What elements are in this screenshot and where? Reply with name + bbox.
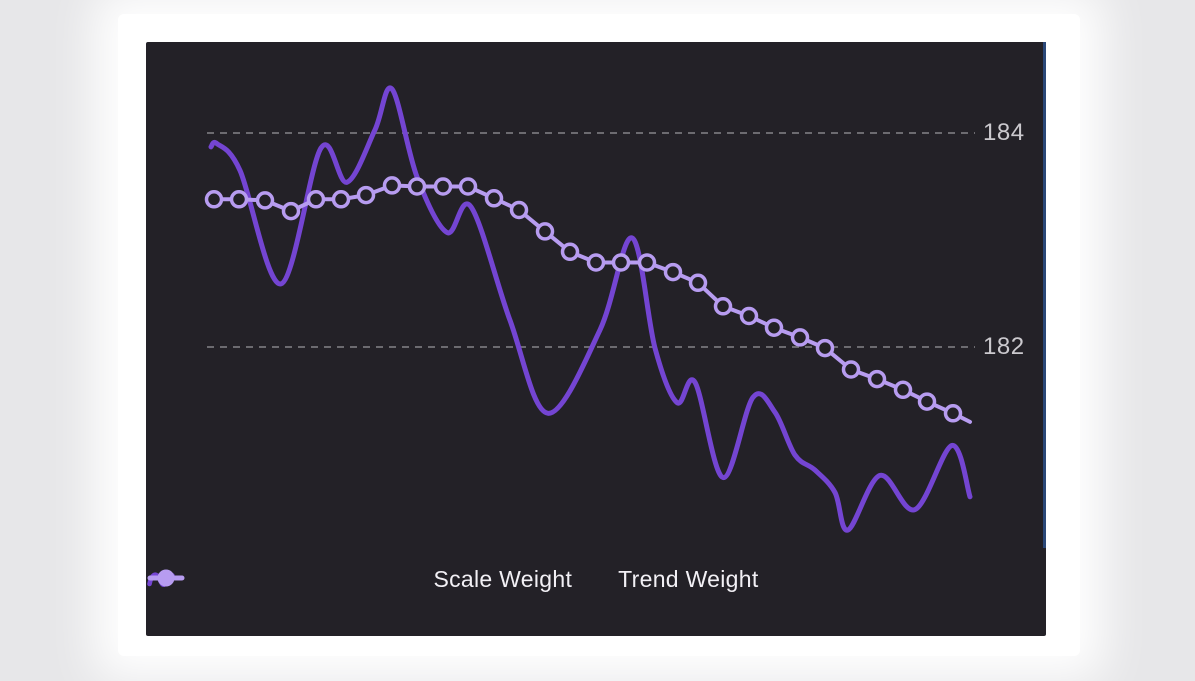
legend-item-trend-weight[interactable]: Trend Weight (147, 566, 759, 593)
trend-weight-line (212, 183, 972, 424)
legend-item-scale-weight[interactable]: Scale Weight (147, 566, 573, 593)
scale-weight-line (208, 85, 973, 533)
y-axis-label-182: 182 (983, 333, 1025, 360)
trend-weight-marker (586, 253, 606, 272)
trend-weight-marker (281, 201, 301, 221)
trend-weight-marker (713, 297, 733, 316)
trend-weight-marker (841, 360, 861, 379)
trend-weight-marker (484, 189, 504, 208)
chart-legend: Scale Weight Trend Weight (146, 566, 1046, 593)
trend-weight-marker (790, 328, 810, 347)
trend-weight-markers (204, 176, 963, 423)
trend-weight-marker (331, 190, 351, 209)
trend-weight-marker (560, 242, 580, 262)
gridlines (207, 132, 975, 348)
trend-weight-marker (255, 191, 275, 210)
legend-label-scale-weight: Scale Weight (433, 566, 573, 592)
trend-weight-marker (382, 176, 402, 195)
trend-weight-marker (306, 190, 326, 209)
trend-weight-marker (867, 369, 887, 389)
trend-weight-marker (229, 190, 249, 209)
weight-chart-card: 184 182 Scale Weight Trend Weight (146, 42, 1046, 636)
trend-weight-marker (407, 177, 427, 196)
weight-chart (204, 85, 975, 533)
trend-weight-marker (917, 392, 937, 411)
trend-weight-marker (815, 338, 835, 358)
trend-weight-marker (535, 222, 555, 241)
trend-weight-marker (433, 177, 453, 196)
trend-weight-marker (611, 253, 631, 272)
trend-weight-marker (764, 318, 784, 337)
card-edge-strip (1043, 42, 1046, 548)
trend-weight-marker (458, 177, 478, 196)
trend-weight-marker (688, 273, 708, 293)
trend-weight-marker (739, 306, 759, 326)
trend-weight-marker (943, 404, 963, 423)
legend-label-trend-weight: Trend Weight (618, 566, 759, 592)
line-dot-icon (147, 569, 185, 587)
trend-weight-marker (204, 190, 224, 209)
trend-weight-marker (637, 253, 657, 272)
trend-weight-marker (663, 262, 683, 282)
trend-weight-marker (893, 380, 913, 400)
trend-weight-marker (509, 200, 529, 220)
trend-weight-marker (356, 185, 376, 205)
y-axis-label-184: 184 (983, 119, 1025, 146)
